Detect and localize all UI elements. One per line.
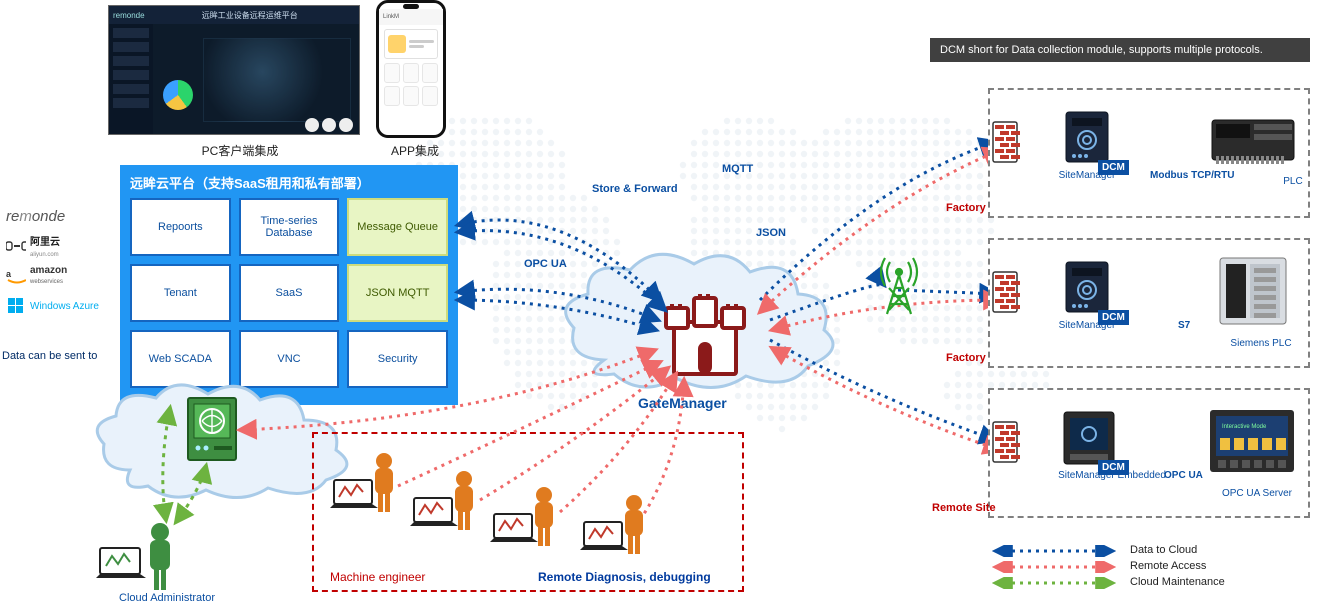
gatemanager-label: GateManager (638, 395, 727, 411)
firewall-icon (990, 270, 1020, 317)
panel-box-4: SaaS (239, 264, 340, 322)
svg-text:a: a (6, 269, 12, 279)
site-box-2: SiteManager EmbeddedDCMInteractive ModeO… (988, 388, 1310, 518)
partner-aws: a amazonwebservices (6, 264, 114, 288)
label-store-forward: Store & Forward (592, 183, 678, 195)
engineer-1 (410, 470, 496, 551)
cloud-admin-label: Cloud Administrator (102, 592, 232, 604)
legend-row-1: Remote Access (990, 560, 1225, 572)
site-box-1: SiteManagerDCMSiemens PLCS7Factory (988, 238, 1310, 368)
dcm-badge: DCM (1098, 310, 1129, 325)
partner-remonde: remonde (6, 204, 114, 228)
panel-box-0: Repoorts (130, 198, 231, 256)
engineer-2 (490, 486, 576, 567)
machine-engineer-label: Machine engineer (330, 570, 425, 584)
label-opcua: OPC UA (524, 258, 567, 270)
protocol-label: OPC UA (1164, 470, 1203, 481)
dcm-badge: DCM (1098, 160, 1129, 175)
engineer-0 (330, 452, 416, 533)
site-red-label: Remote Site (932, 502, 996, 514)
site-red-label: Factory (946, 202, 986, 214)
dcm-badge: DCM (1098, 460, 1129, 475)
panel-box-3: Tenant (130, 264, 231, 322)
label-mqtt: MQTT (722, 163, 753, 175)
dcm-note: DCM short for Data collection module, su… (930, 38, 1310, 62)
engineer-3 (580, 494, 666, 575)
cloud-server-icon (182, 396, 242, 464)
site-red-label: Factory (946, 352, 986, 364)
cloud-panel-title: 远眸云平台（支持SaaS租用和私有部署） (130, 173, 448, 192)
device-icon (1210, 254, 1296, 333)
cloud-partners: remonde 阿里云aliyun.com a amazonwebservice… (0, 198, 120, 324)
phone-caption: APP集成 (380, 142, 450, 159)
device-label: OPC UA Server (1212, 488, 1302, 499)
firewall-icon (990, 120, 1020, 167)
partner-aliyun: 阿里云aliyun.com (6, 234, 114, 258)
phone-screenshot: LinkM (376, 0, 446, 138)
pc-screenshot: remonde远眸工业设备远程运维平台 (108, 5, 360, 135)
legend-row-0: Data to Cloud (990, 544, 1225, 556)
sent-to-label: Data can be sent to (2, 350, 97, 362)
cell-tower-icon (879, 248, 919, 318)
panel-box-2: Message Queue (347, 198, 448, 256)
partner-azure: Windows Azure (6, 294, 114, 318)
protocol-label: Modbus TCP/RTU (1150, 170, 1234, 181)
legend-row-2: Cloud Maintenance (990, 576, 1225, 588)
site-box-0: SiteManagerDCMPLCModbus TCP/RTUFactory (988, 88, 1310, 218)
protocol-label: S7 (1178, 320, 1190, 331)
device-icon (1210, 114, 1296, 173)
pc-caption: PC客户端集成 (180, 142, 300, 159)
label-json: JSON (756, 227, 786, 239)
panel-box-1: Time-series Database (239, 198, 340, 256)
device-icon: Interactive Mode (1208, 408, 1296, 481)
firewall-icon (990, 420, 1020, 467)
panel-box-5: JSON MQTT (347, 264, 448, 322)
device-label: Siemens PLC (1216, 338, 1306, 349)
cloud-platform-panel: 远眸云平台（支持SaaS租用和私有部署） RepoortsTime-series… (120, 165, 458, 405)
legend: Data to Cloud Remote Access Cloud Maintena… (990, 540, 1225, 592)
device-label: PLC (1248, 176, 1327, 187)
cloud-admin-icon (96, 522, 216, 592)
svg-text:Interactive Mode: Interactive Mode (1222, 424, 1267, 430)
gatemanager-icon (660, 284, 750, 384)
